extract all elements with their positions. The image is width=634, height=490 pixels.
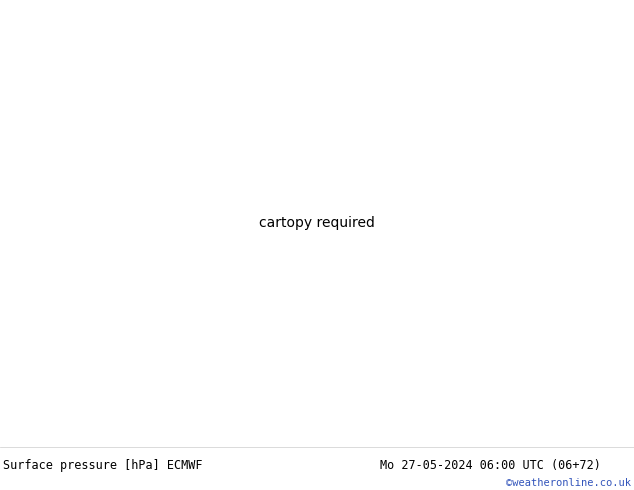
Text: Mo 27-05-2024 06:00 UTC (06+72): Mo 27-05-2024 06:00 UTC (06+72) <box>380 459 601 472</box>
Text: cartopy required: cartopy required <box>259 217 375 230</box>
Text: Surface pressure [hPa] ECMWF: Surface pressure [hPa] ECMWF <box>3 459 203 472</box>
Text: ©weatheronline.co.uk: ©weatheronline.co.uk <box>506 478 631 488</box>
